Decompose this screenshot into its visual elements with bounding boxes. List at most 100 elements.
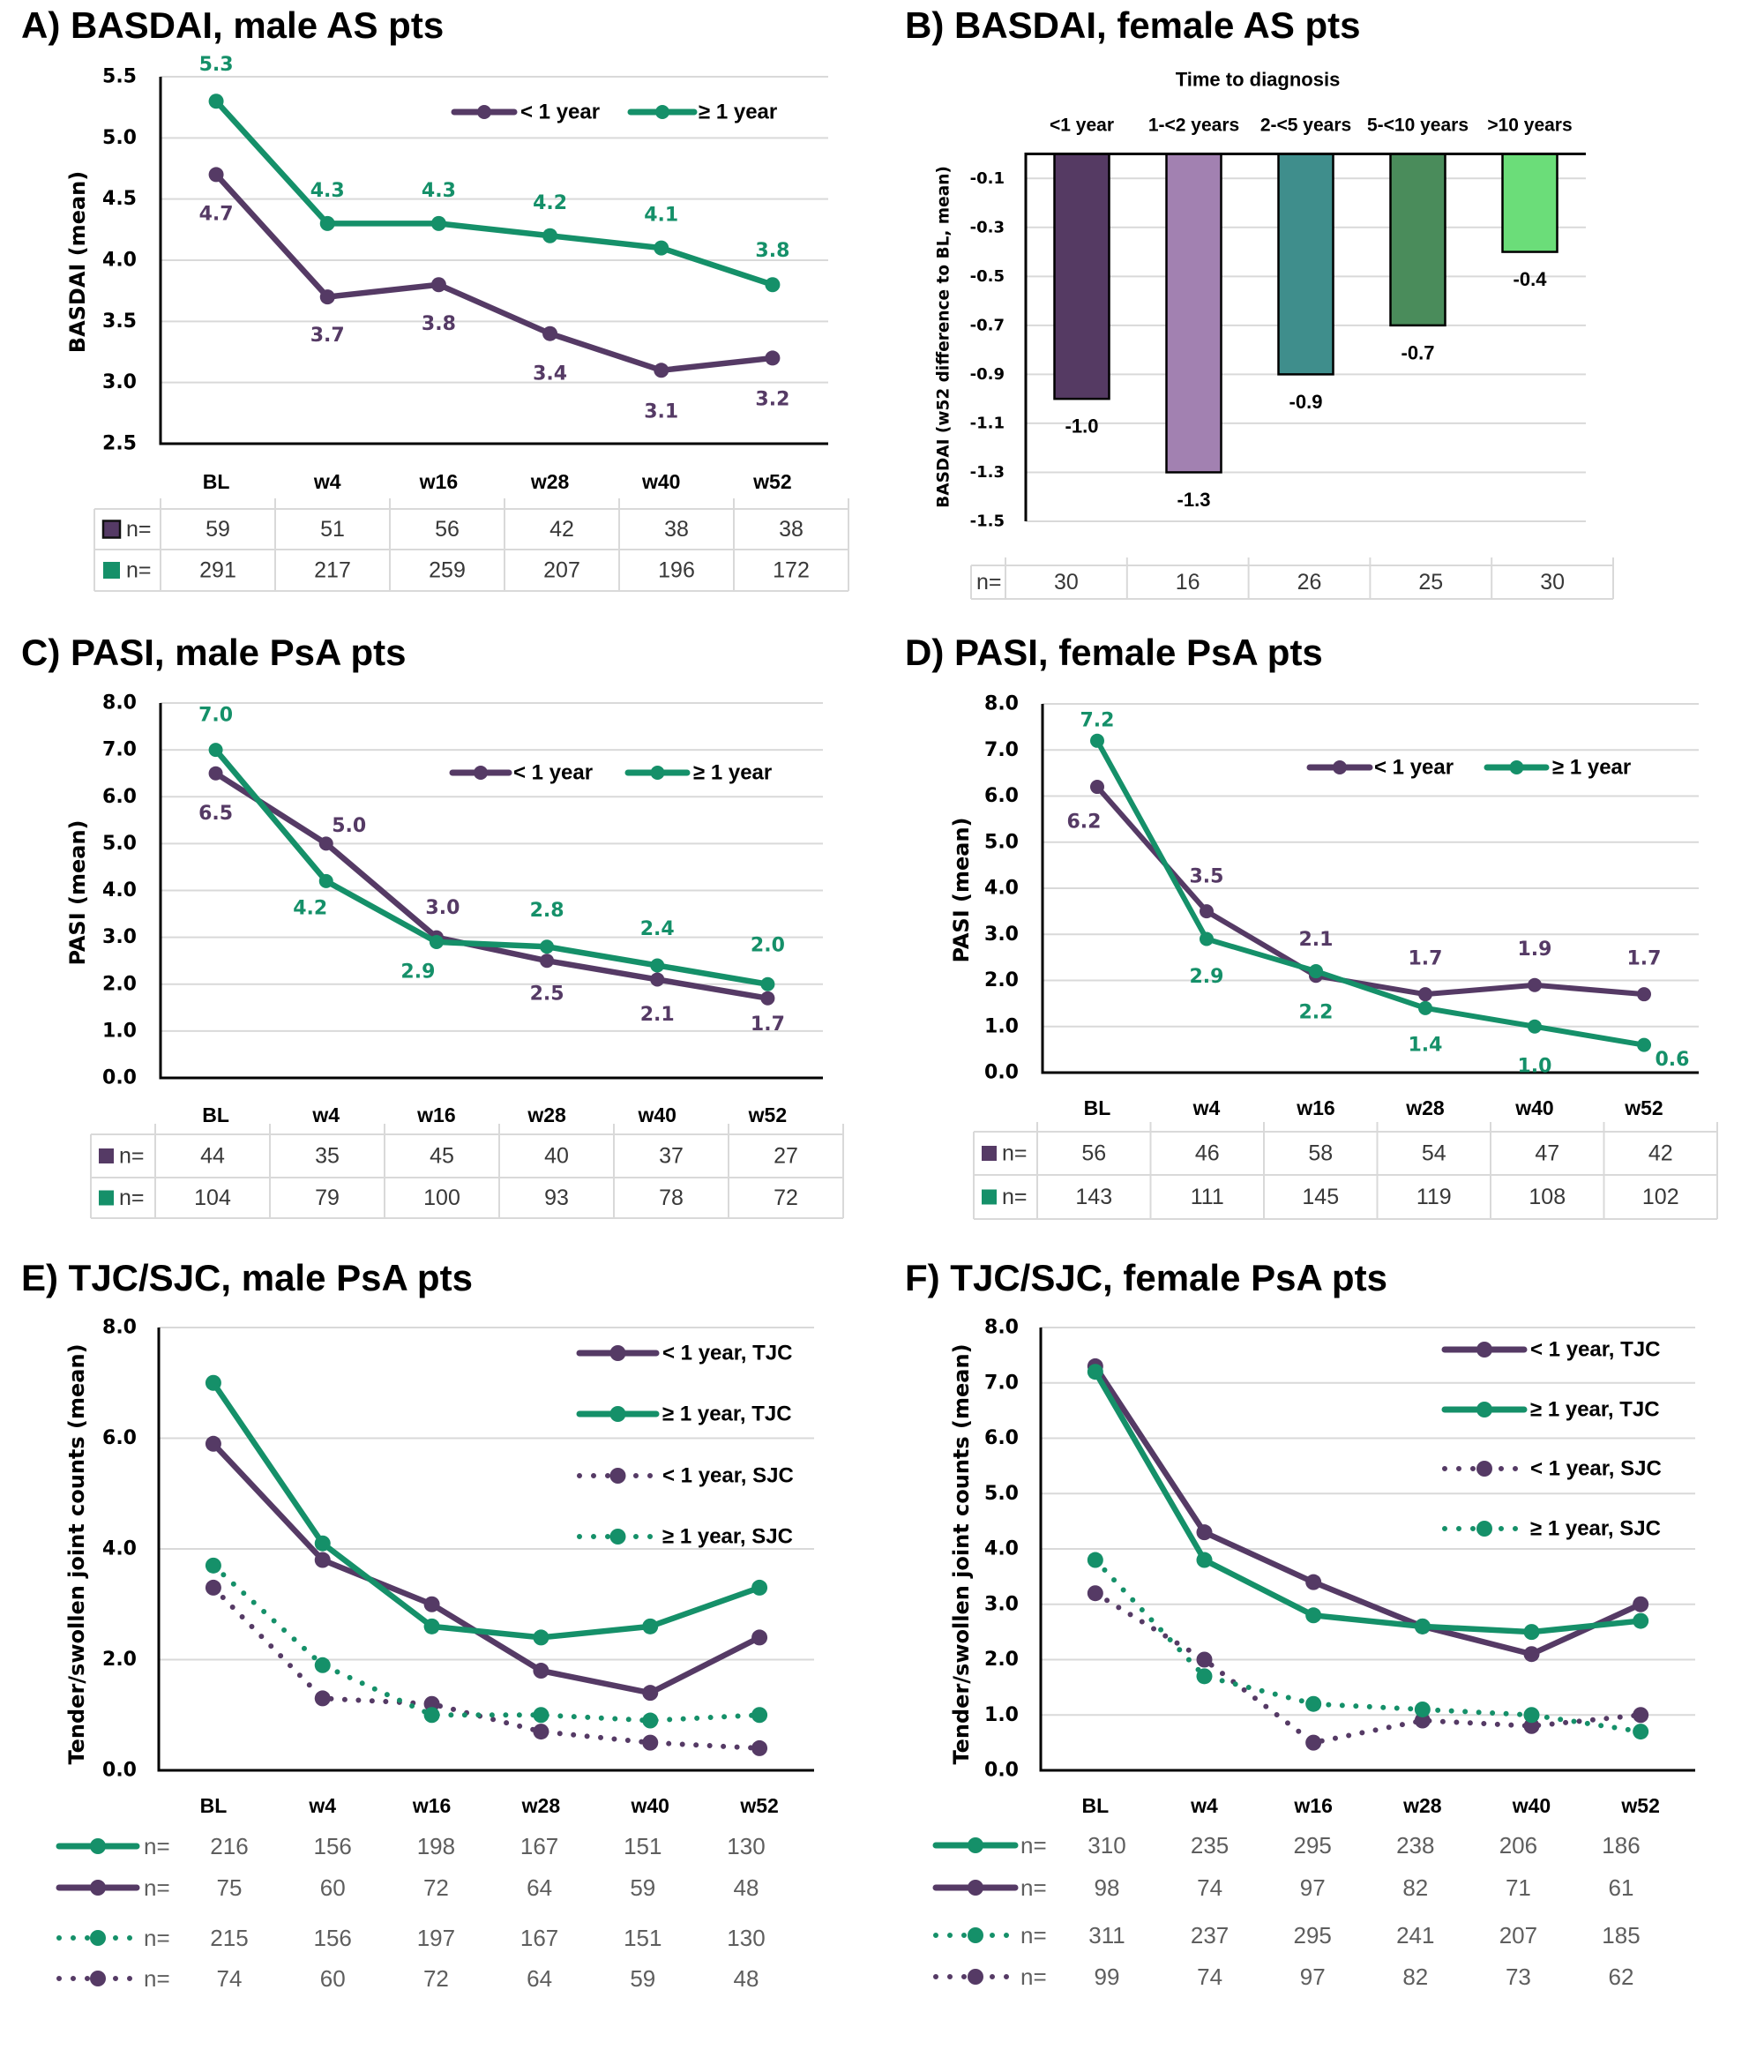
dotted-line-marker-icon [1442, 1461, 1527, 1477]
y-tick-label: 7.0 [984, 1372, 1019, 1394]
data-point [1523, 1646, 1540, 1663]
series-line [213, 98, 776, 288]
n-label: n= [1020, 1832, 1047, 1859]
x-category-label: w28 [1405, 1096, 1445, 1119]
gridlines [1041, 1327, 1695, 1717]
n-value: 130 [727, 1833, 765, 1859]
x-category-label: >10 years [1487, 116, 1572, 136]
y-tick-label: 5.0 [102, 833, 137, 855]
y-tick-label: 3.5 [102, 310, 137, 333]
n-value: 93 [544, 1186, 569, 1210]
n-value: 167 [520, 1925, 558, 1951]
x-category-label: 1-<2 years [1148, 116, 1239, 136]
n-value: 38 [664, 517, 689, 542]
n-value: 198 [417, 1833, 455, 1859]
line-marker-icon [1441, 1402, 1528, 1417]
data-label: 2.4 [640, 918, 675, 940]
n-label: n= [1020, 1874, 1047, 1901]
data-point [533, 1663, 549, 1679]
n-table-row: n= 291 217 259 207 196 172 [103, 558, 810, 583]
panel-title: B) BASDAI, female AS pts [905, 4, 1361, 46]
line-marker-icon [932, 1880, 1019, 1896]
series-lt-1-year-sjc [205, 1579, 768, 1756]
x-category-label: w16 [416, 1103, 455, 1126]
data-point [642, 1685, 659, 1702]
y-axis-title: Tender/swollen joint counts (mean) [64, 1343, 89, 1764]
data-point [429, 934, 444, 949]
data-point [650, 972, 665, 987]
n-value: 42 [1648, 1141, 1673, 1166]
legend-entry: < 1 year [449, 761, 593, 785]
series-line [1095, 784, 1647, 998]
data-point [1196, 1651, 1213, 1668]
legend-marker [609, 1406, 626, 1422]
legend-marker [655, 105, 669, 119]
y-tick-label: 6.0 [102, 786, 137, 808]
n-value: 167 [520, 1833, 558, 1859]
legend-entry: < 1 year, SJC [1442, 1457, 1662, 1481]
y-tick-label: 7.0 [102, 739, 137, 761]
n-table: n= 30 16 26 25 30 [970, 557, 1614, 600]
series-swatch-icon [982, 1189, 997, 1205]
data-point [1087, 1552, 1103, 1568]
n-value: 186 [1602, 1832, 1640, 1859]
n-label: n= [126, 517, 152, 542]
data-point [1090, 733, 1104, 748]
line-marker-icon [56, 1880, 140, 1896]
y-tick-label: 0.0 [102, 1760, 137, 1782]
data-point [205, 1374, 221, 1391]
panel-b: B) BASDAI, female AS pts -0.1 -0.3 -0.5 -0.7… [905, 4, 1614, 600]
legend-label: < 1 year [520, 101, 600, 124]
legend-label: ≥ 1 year [1552, 756, 1631, 780]
n-value: 72 [423, 1874, 449, 1901]
y-tick-label: 3.0 [102, 371, 137, 393]
data-label: 2.0 [751, 934, 785, 956]
panel-a: A) BASDAI, male AS pts 2.5 3.0 3.5 4.0 4.5 5.0… [21, 4, 849, 592]
y-tick-label: 2.0 [984, 1649, 1019, 1671]
legend-entry: < 1 year, TJC [1441, 1338, 1660, 1362]
data-label: 7.0 [198, 705, 233, 727]
data-point [1196, 1524, 1213, 1541]
data-point [423, 1618, 440, 1634]
n-label: n= [144, 1833, 170, 1859]
data-point [1633, 1707, 1649, 1724]
data-label: 5.3 [199, 54, 234, 76]
n-value: 196 [658, 558, 695, 583]
x-category-label: BL [202, 1103, 229, 1126]
data-point [765, 277, 781, 293]
x-category-label: w52 [1624, 1096, 1663, 1119]
n-table-row: n= 104 79 100 93 78 72 [99, 1186, 798, 1210]
data-point [1528, 977, 1542, 992]
data-label: 3.0 [425, 897, 460, 919]
series-ge-1-year [208, 743, 775, 991]
n-value: 26 [1297, 570, 1322, 595]
n-value: 156 [314, 1925, 352, 1951]
data-label: 2.1 [1299, 929, 1334, 951]
n-value: 97 [1300, 1874, 1326, 1901]
n-value: 185 [1602, 1922, 1640, 1949]
dotted-line-marker-icon [56, 1971, 139, 1986]
n-value: 64 [527, 1874, 552, 1901]
dotted-line-marker-icon [933, 1969, 1018, 1985]
n-table: n= 310 235 295 238 206 186 n= 98 74 97 82 71 61 n= 311 2… [932, 1832, 1641, 1990]
data-point [1200, 904, 1214, 919]
series-line [213, 746, 771, 987]
n-value: 44 [200, 1144, 225, 1169]
y-tick-label: -1.1 [970, 414, 1005, 432]
y-tick-label: 5.0 [984, 831, 1019, 853]
data-label: 3.2 [755, 388, 789, 410]
data-label: 6.5 [198, 803, 233, 825]
series-line [210, 1440, 763, 1696]
n-value: 235 [1191, 1832, 1229, 1859]
n-value: 51 [320, 517, 345, 542]
n-table-row: n= 74 60 72 64 59 48 [56, 1965, 759, 1992]
x-category-label: w16 [412, 1794, 451, 1817]
data-point [533, 1707, 549, 1724]
data-point [751, 1707, 768, 1724]
dotted-line-marker-icon [577, 1529, 659, 1545]
legend-label: < 1 year [1374, 756, 1454, 780]
data-point [1196, 1552, 1213, 1568]
series-swatch-icon [99, 1190, 114, 1206]
data-label: 1.7 [1627, 948, 1662, 970]
data-point [314, 1552, 331, 1568]
